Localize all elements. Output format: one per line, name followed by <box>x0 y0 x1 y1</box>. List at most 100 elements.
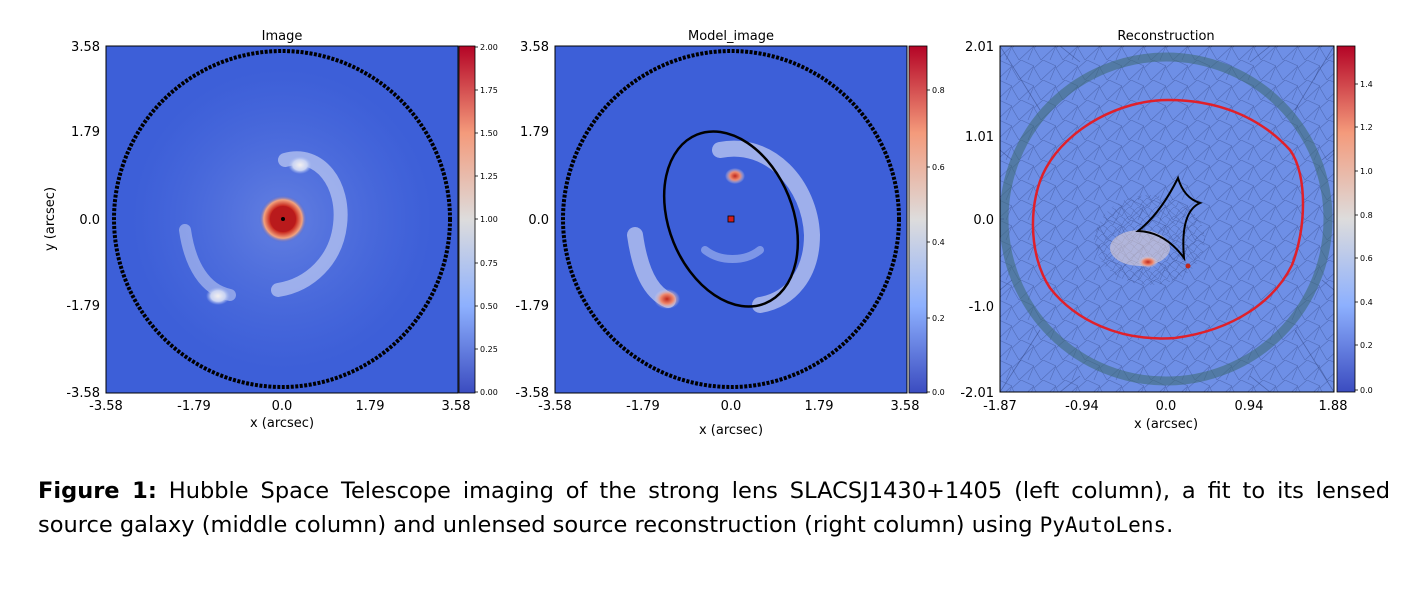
center-marker <box>727 215 735 223</box>
colorbar-tick-label: 1.75 <box>480 86 498 95</box>
colorbar-tick-label: 0.0 <box>1360 386 1373 395</box>
panel-model-image: Model_image 3.58 1.79 0.0 -1.79 -3.58 -3… <box>515 29 944 438</box>
y-tick-label: 0.0 <box>79 213 100 228</box>
x-tick-label: 0.0 <box>721 399 742 414</box>
colorbar <box>908 45 928 394</box>
x-axis-label: x (arcsec) <box>1134 417 1198 432</box>
caustic-curve <box>1135 175 1203 262</box>
x-tick-label: -0.94 <box>1065 399 1099 414</box>
x-tick-label: 0.94 <box>1235 399 1264 414</box>
panel-title: Model_image <box>688 29 774 44</box>
x-tick-label: -3.58 <box>89 399 123 414</box>
y-tick-label: -3.58 <box>515 386 549 401</box>
x-axis-label: x (arcsec) <box>250 416 314 431</box>
x-tick-label: -3.58 <box>538 399 572 414</box>
y-tick-label: 3.58 <box>520 40 549 55</box>
x-tick-labels: -3.58 -1.79 0.0 1.79 3.58 <box>538 399 919 414</box>
panel-image: Image 3.58 1.79 0.0 -1.79 -3.58 y (arcse… <box>43 29 498 431</box>
colorbar-tick-label: 0.50 <box>480 302 498 311</box>
x-tick-label: -1.79 <box>626 399 660 414</box>
colorbar-tick-label: 0.6 <box>1360 254 1373 263</box>
colorbar-tick-label: 0.0 <box>932 388 945 397</box>
bright-knot <box>288 156 312 174</box>
x-tick-label: 0.0 <box>272 399 293 414</box>
colorbar-tick-label: 0.2 <box>932 314 945 323</box>
x-tick-label: 3.58 <box>442 399 471 414</box>
colorbar-tick-label: 0.4 <box>1360 298 1373 307</box>
colorbar-tick-label: 0.6 <box>932 163 945 172</box>
colorbar-tick-label: 1.00 <box>480 215 498 224</box>
caption-text: Hubble Space Telescope imaging of the st… <box>38 478 1390 538</box>
y-tick-label: -1.0 <box>969 300 994 315</box>
bright-knot <box>206 287 230 305</box>
colorbar-ticks <box>1355 83 1358 391</box>
bright-knot <box>654 289 680 309</box>
x-tick-label: 1.88 <box>1319 399 1348 414</box>
y-tick-label: -1.79 <box>515 299 549 314</box>
y-tick-label: 0.0 <box>528 213 549 228</box>
y-tick-label: -2.01 <box>960 386 994 401</box>
y-tick-labels: 3.58 1.79 0.0 -1.79 -3.58 <box>515 40 549 401</box>
source-peak <box>1185 263 1191 269</box>
colorbar-ticks <box>927 89 930 393</box>
colorbar-tick-label: 1.25 <box>480 172 498 181</box>
mesh-border-rays <box>1000 46 1334 392</box>
lensed-arc <box>701 246 764 263</box>
x-tick-label: 3.58 <box>891 399 920 414</box>
y-tick-label: 3.58 <box>71 40 100 55</box>
colorbar-tick-label: 1.0 <box>1360 167 1373 176</box>
colorbar-tick-labels: 0.8 0.6 0.4 0.2 0.0 <box>932 86 945 397</box>
y-tick-label: 1.79 <box>71 125 100 140</box>
y-tick-label: 0.0 <box>973 213 994 228</box>
y-axis-label: y (arcsec) <box>43 187 58 251</box>
colorbar-tick-label: 0.4 <box>932 238 945 247</box>
y-tick-labels: 2.01 1.01 0.0 -1.0 -2.01 <box>960 40 994 401</box>
panel-reconstruction: Reconstruction 2.01 1.01 0.0 -1.0 -2.01 … <box>960 29 1372 432</box>
critical-curve <box>662 130 800 308</box>
critical-curve-source <box>1031 98 1305 340</box>
y-tick-labels: 3.58 1.79 0.0 -1.79 -3.58 <box>66 40 100 401</box>
x-axis-label: x (arcsec) <box>699 423 763 438</box>
x-tick-label: 1.79 <box>805 399 834 414</box>
x-tick-labels: -1.87 -0.94 0.0 0.94 1.88 <box>983 399 1347 414</box>
colorbar-ticks <box>475 46 478 393</box>
colorbar <box>1336 45 1356 393</box>
bright-knot <box>725 168 745 184</box>
x-tick-labels: -3.58 -1.79 0.0 1.79 3.58 <box>89 399 470 414</box>
mask-boundary <box>112 49 452 389</box>
colorbar-tick-label: 1.4 <box>1360 80 1373 89</box>
colorbar-tick-label: 0.00 <box>480 388 498 397</box>
colorbar-tick-label: 2.00 <box>480 43 498 52</box>
caption-end: . <box>1166 512 1174 538</box>
panel-title: Image <box>262 29 303 44</box>
figure: Image 3.58 1.79 0.0 -1.79 -3.58 y (arcse… <box>43 29 1373 438</box>
x-tick-label: 1.79 <box>356 399 385 414</box>
figure-caption: Figure 1: Hubble Space Telescope imaging… <box>38 474 1390 542</box>
colorbar-tick-label: 0.75 <box>480 259 498 268</box>
colorbar-tick-label: 0.25 <box>480 345 498 354</box>
center-marker <box>281 217 285 221</box>
y-tick-label: -3.58 <box>66 386 100 401</box>
colorbar <box>458 45 476 394</box>
source-emission <box>1110 230 1170 266</box>
colorbar-tick-labels: 1.4 1.2 1.0 0.8 0.6 0.4 0.2 0.0 <box>1360 80 1373 395</box>
y-tick-label: 1.01 <box>965 130 994 145</box>
colorbar-tick-label: 0.8 <box>932 86 945 95</box>
colorbar-tick-label: 1.2 <box>1360 123 1373 132</box>
colorbar-tick-label: 1.50 <box>480 129 498 138</box>
colorbar-tick-label: 0.8 <box>1360 211 1373 220</box>
caption-code: PyAutoLens <box>1039 513 1167 537</box>
x-tick-label: -1.87 <box>983 399 1017 414</box>
panel-title: Reconstruction <box>1117 29 1214 44</box>
colorbar-tick-label: 0.2 <box>1360 341 1373 350</box>
y-tick-label: 1.79 <box>520 125 549 140</box>
y-tick-label: 2.01 <box>965 40 994 55</box>
caption-label: Figure 1: <box>38 478 157 504</box>
lensed-arc <box>271 151 348 297</box>
y-tick-label: -1.79 <box>66 299 100 314</box>
x-tick-label: -1.79 <box>177 399 211 414</box>
colorbar-tick-labels: 2.00 1.75 1.50 1.25 1.00 0.75 0.50 0.25 … <box>480 43 498 397</box>
source-peak <box>1138 256 1158 268</box>
x-tick-label: 0.0 <box>1156 399 1177 414</box>
mask-boundary <box>561 49 901 389</box>
